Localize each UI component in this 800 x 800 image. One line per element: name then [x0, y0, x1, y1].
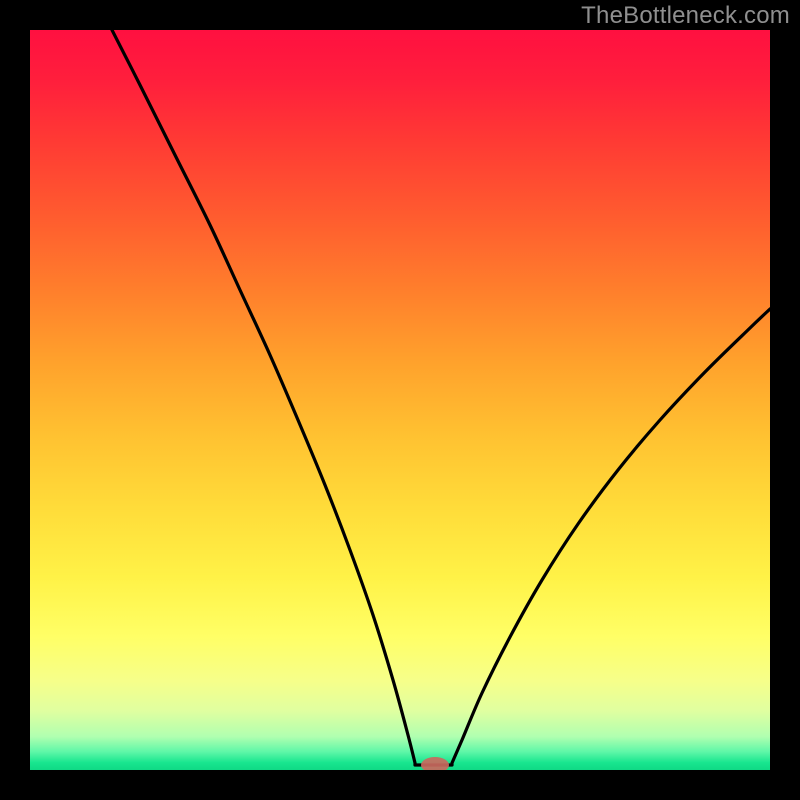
- watermark-text: TheBottleneck.com: [581, 2, 790, 30]
- chart-plot-area: [30, 30, 770, 770]
- chart-svg: [30, 30, 770, 770]
- gradient-background: [30, 30, 770, 770]
